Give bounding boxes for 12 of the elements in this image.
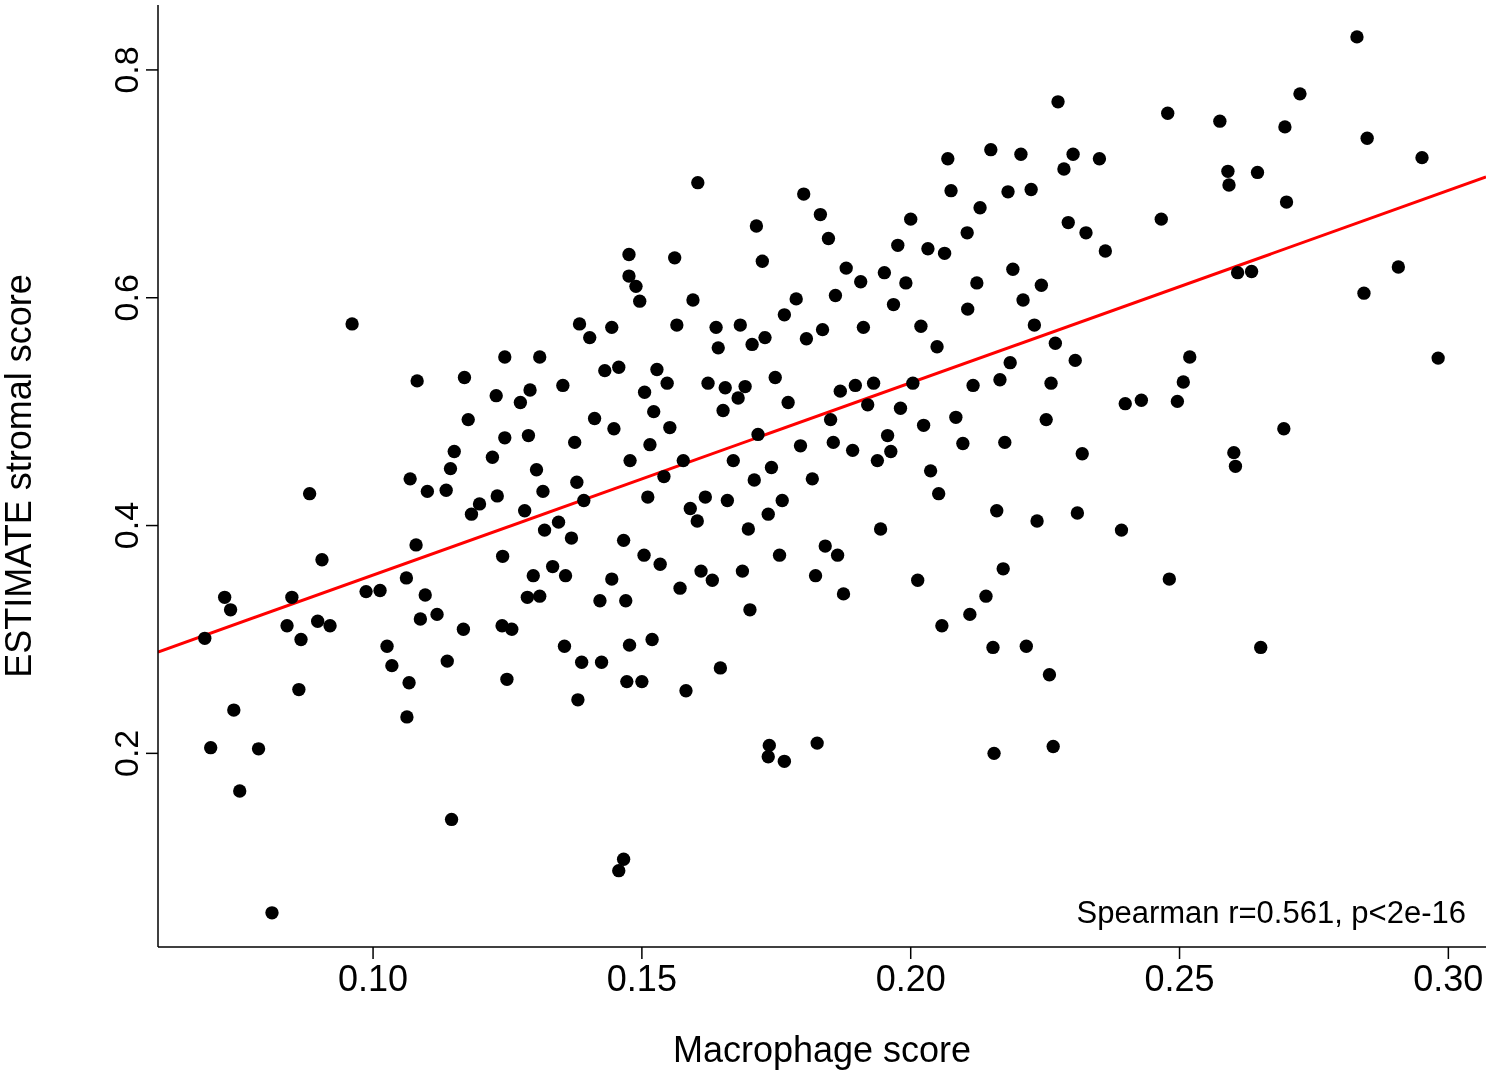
y-tick-label: 0.8 — [107, 46, 145, 94]
y-tick-label: 0.2 — [107, 729, 145, 777]
x-tick-label: 0.30 — [1413, 957, 1484, 999]
y-axis-title: ESTIMATE stromal score — [0, 274, 39, 678]
x-tick-label: 0.20 — [875, 957, 946, 999]
x-axis-title: Macrophage score — [672, 1029, 972, 1070]
annotation: Spearman r=0.561, p<2e-16 — [1076, 895, 1466, 931]
y-tick-label: 0.4 — [107, 501, 145, 550]
x-tick-label: 0.15 — [606, 957, 677, 999]
x-tick-label: 0.25 — [1144, 957, 1215, 999]
x-tick-label: 0.10 — [338, 957, 409, 999]
y-tick-label: 0.6 — [107, 274, 145, 322]
